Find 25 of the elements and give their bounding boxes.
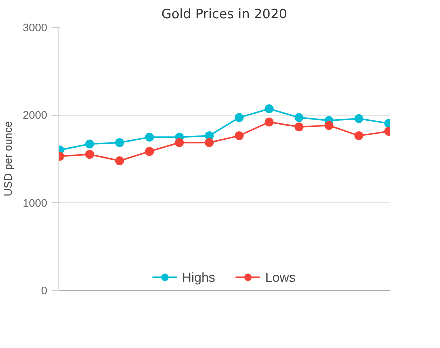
point	[115, 138, 124, 148]
point	[145, 132, 154, 142]
point	[294, 113, 304, 122]
y-axis-title: USD per ounce	[3, 121, 16, 197]
point	[205, 138, 214, 148]
point	[85, 140, 94, 149]
point	[324, 121, 334, 130]
y-tick-label: 0	[41, 286, 48, 298]
point	[264, 104, 274, 114]
point	[294, 122, 304, 132]
point	[354, 131, 364, 140]
y-tick-label: 3000	[23, 22, 48, 34]
point	[264, 118, 274, 127]
point	[175, 138, 184, 148]
chart-title: Gold Prices in 2020	[162, 8, 288, 22]
point	[234, 113, 244, 122]
y-tick-label: 1000	[23, 198, 48, 210]
point	[354, 114, 364, 124]
legend-label: Highs	[182, 270, 216, 284]
point	[234, 131, 244, 140]
y-tick-label: 2000	[23, 110, 48, 122]
point	[145, 147, 154, 156]
point	[85, 150, 94, 160]
point	[115, 156, 124, 166]
legend-label: Lows	[265, 270, 296, 284]
